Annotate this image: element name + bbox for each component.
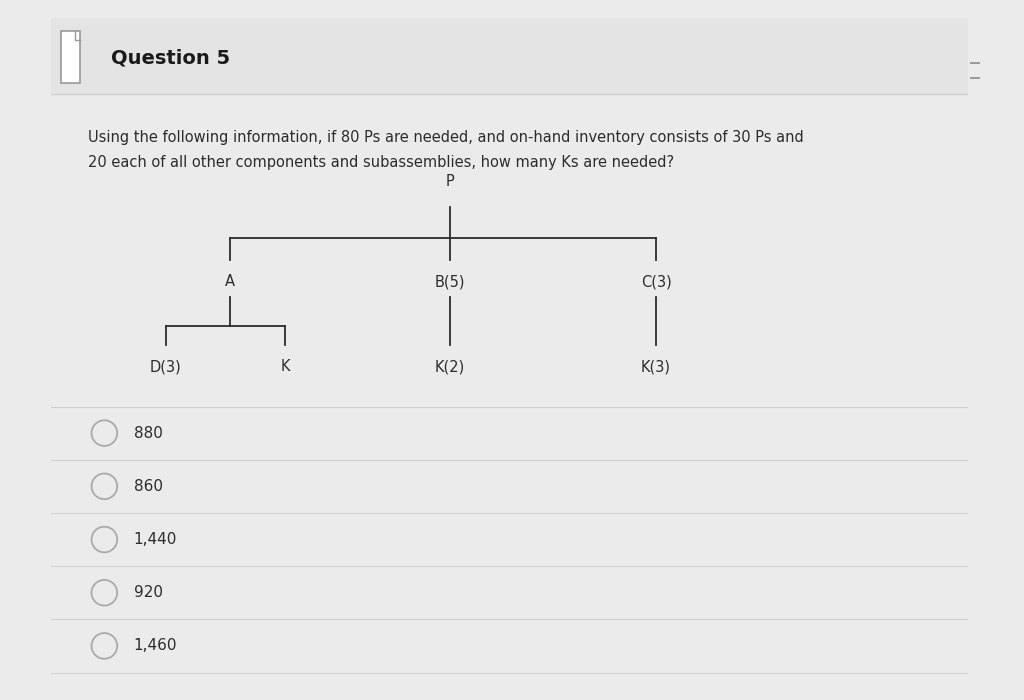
Text: 1,460: 1,460: [134, 638, 177, 653]
Text: A: A: [225, 274, 234, 289]
Text: K: K: [281, 359, 290, 375]
Text: 20 each of all other components and subassemblies, how many Ks are needed?: 20 each of all other components and suba…: [88, 155, 674, 170]
Text: B(5): B(5): [434, 274, 465, 289]
Text: D(3): D(3): [150, 359, 181, 375]
Text: 920: 920: [134, 585, 163, 600]
Text: C(3): C(3): [641, 274, 672, 289]
FancyBboxPatch shape: [51, 18, 968, 94]
Text: 1,440: 1,440: [134, 532, 177, 547]
FancyBboxPatch shape: [61, 31, 80, 83]
Text: 880: 880: [134, 426, 163, 440]
Text: Using the following information, if 80 Ps are needed, and on-hand inventory cons: Using the following information, if 80 P…: [88, 130, 804, 145]
Text: Question 5: Question 5: [111, 49, 230, 68]
Text: K(3): K(3): [641, 359, 671, 375]
Text: 860: 860: [134, 479, 163, 493]
Text: P: P: [445, 174, 455, 189]
Text: K(2): K(2): [435, 359, 465, 375]
